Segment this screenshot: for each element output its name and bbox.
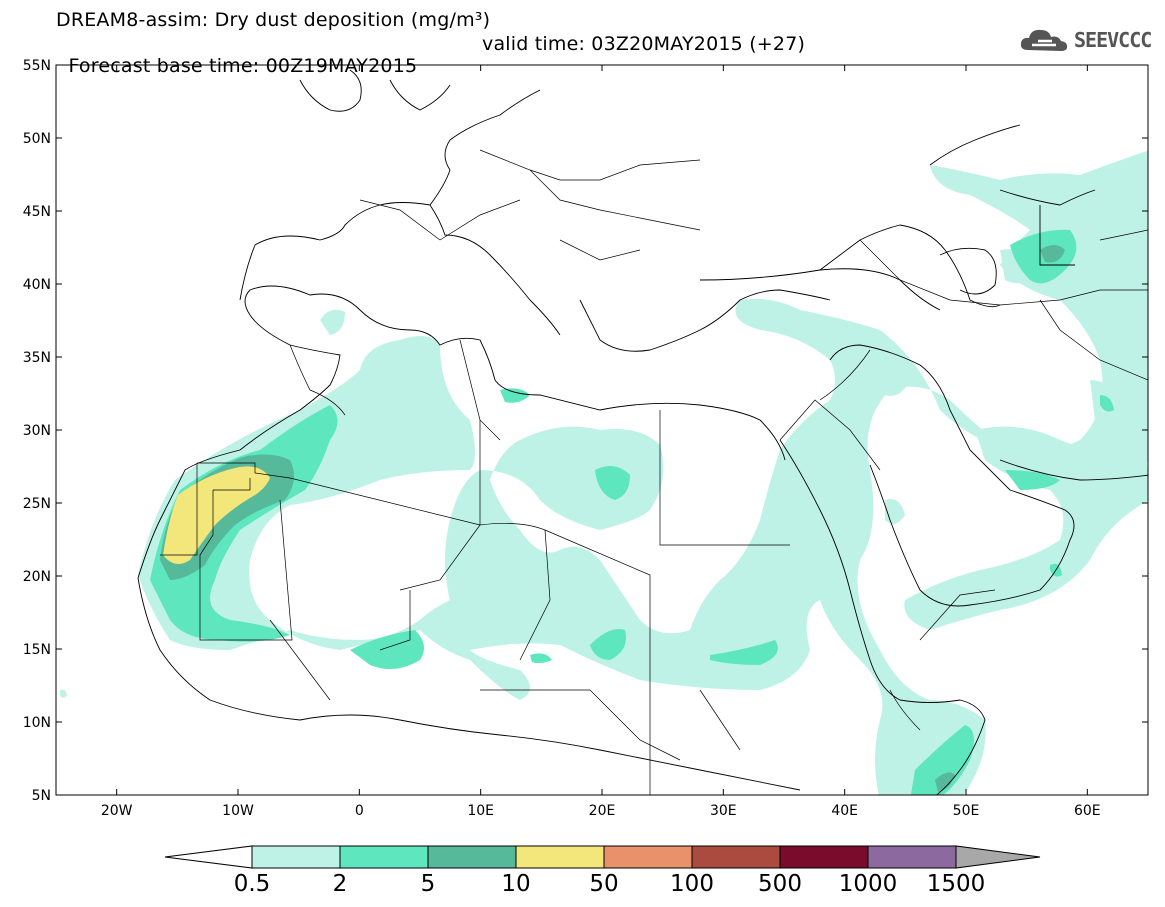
dust-yellow-layer	[163, 466, 270, 564]
map-subtitle: Forecast base time: 00Z19MAY2015 valid t…	[56, 33, 804, 99]
colorbar-swatch	[691, 845, 781, 869]
country-borders	[160, 149, 1148, 795]
lat-label: 30N	[23, 423, 51, 439]
cloud-icon	[1020, 29, 1068, 51]
lon-label: 30E	[710, 803, 737, 819]
lat-label: 40N	[23, 277, 51, 293]
colorbar: 0.5 2 5 10 50 100 500 1000 1500	[164, 845, 1041, 897]
colorbar-swatch	[339, 845, 429, 869]
colorbar-swatch	[251, 845, 341, 869]
lat-label: 15N	[23, 642, 51, 658]
longitude-axis: 20W 10W 0 10E 20E 30E 40E 50E 60E	[101, 65, 1101, 819]
colorbar-swatch	[427, 845, 517, 869]
seevccc-logo: SEEVCCC	[1018, 24, 1158, 56]
colorbar-swatch	[603, 845, 693, 869]
colorbar-swatch	[515, 845, 605, 869]
colorbar-label: 5	[421, 871, 436, 897]
lon-label: 40E	[831, 803, 858, 819]
lat-label: 45N	[23, 204, 51, 220]
lat-label: 5N	[32, 788, 51, 804]
dust-light-layer	[60, 150, 1148, 795]
colorbar-label: 2	[333, 871, 348, 897]
latitude-axis: 55N 50N 45N 40N 35N 30N 25N 20N 15N 10N 5N	[23, 58, 1148, 804]
colorbar-label: 100	[670, 871, 714, 897]
colorbar-label: 0.5	[234, 871, 271, 897]
valid-time: valid time: 03Z20MAY2015 (+27)	[482, 33, 806, 55]
lat-label: 25N	[23, 496, 51, 512]
colorbar-label: 500	[758, 871, 802, 897]
colorbar-low-extend	[164, 845, 253, 869]
colorbar-label: 50	[589, 871, 618, 897]
lat-label: 10N	[23, 715, 51, 731]
lon-label: 50E	[953, 803, 980, 819]
colorbar-swatch	[779, 845, 869, 869]
coastlines	[137, 69, 1148, 795]
dust-field	[60, 150, 1148, 795]
lat-label: 50N	[23, 131, 51, 147]
logo-text: SEEVCCC	[1074, 28, 1152, 52]
lat-label: 55N	[23, 58, 51, 74]
lon-label: 10W	[222, 803, 254, 819]
lon-label: 20W	[101, 803, 133, 819]
forecast-base-time: Forecast base time: 00Z19MAY2015	[68, 55, 418, 77]
lon-label: 0	[355, 803, 364, 819]
map-title: DREAM8-assim: Dry dust deposition (mg/m³…	[56, 9, 491, 31]
lat-label: 35N	[23, 350, 51, 366]
colorbar-label: 1500	[927, 871, 986, 897]
colorbar-label: 1000	[839, 871, 898, 897]
colorbar-high-extend	[955, 845, 1041, 869]
colorbar-label: 10	[501, 871, 530, 897]
lat-label: 20N	[23, 569, 51, 585]
colorbar-swatch	[867, 845, 957, 869]
lon-label: 20E	[589, 803, 616, 819]
lon-label: 10E	[467, 803, 494, 819]
lon-label: 60E	[1074, 803, 1101, 819]
